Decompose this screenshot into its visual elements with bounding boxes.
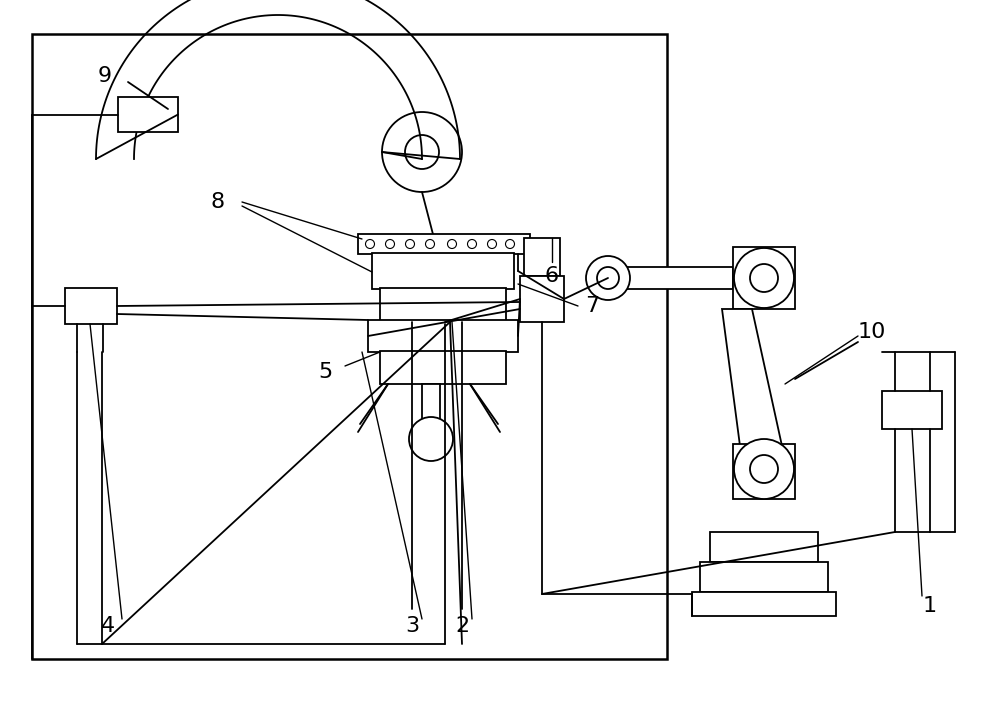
Bar <box>608 267 733 289</box>
Text: 2: 2 <box>455 616 469 636</box>
Circle shape <box>366 239 375 248</box>
Bar <box>692 592 836 616</box>
Text: 3: 3 <box>405 616 419 636</box>
Circle shape <box>488 239 497 248</box>
Circle shape <box>597 267 619 289</box>
Bar <box>733 444 795 499</box>
Bar <box>65 288 117 324</box>
Circle shape <box>426 239 435 248</box>
Text: 10: 10 <box>858 322 886 342</box>
Circle shape <box>468 239 477 248</box>
Bar <box>710 532 818 562</box>
Circle shape <box>734 439 794 499</box>
Circle shape <box>734 248 794 308</box>
Bar <box>118 97 178 132</box>
Circle shape <box>405 135 439 169</box>
Circle shape <box>409 417 453 461</box>
Bar <box>380 351 506 384</box>
Circle shape <box>448 239 456 248</box>
Bar <box>733 247 795 309</box>
Bar <box>524 238 560 276</box>
Text: 8: 8 <box>211 192 225 212</box>
Bar <box>422 384 440 422</box>
Circle shape <box>750 455 778 483</box>
Bar <box>700 562 828 592</box>
Bar <box>372 253 514 289</box>
Circle shape <box>506 239 514 248</box>
Bar <box>520 276 564 322</box>
Text: 1: 1 <box>923 596 937 616</box>
Circle shape <box>586 256 630 300</box>
Text: 7: 7 <box>585 296 599 316</box>
Circle shape <box>386 239 395 248</box>
Bar <box>358 234 530 254</box>
Text: 6: 6 <box>545 266 559 286</box>
Bar <box>32 34 667 659</box>
Text: 5: 5 <box>318 362 332 382</box>
Bar <box>380 288 506 322</box>
Circle shape <box>406 239 415 248</box>
Bar <box>882 391 942 429</box>
Circle shape <box>382 112 462 192</box>
Polygon shape <box>722 309 782 446</box>
Bar <box>368 320 518 352</box>
Circle shape <box>750 264 778 292</box>
Text: 4: 4 <box>101 616 115 636</box>
Text: 9: 9 <box>98 66 112 86</box>
